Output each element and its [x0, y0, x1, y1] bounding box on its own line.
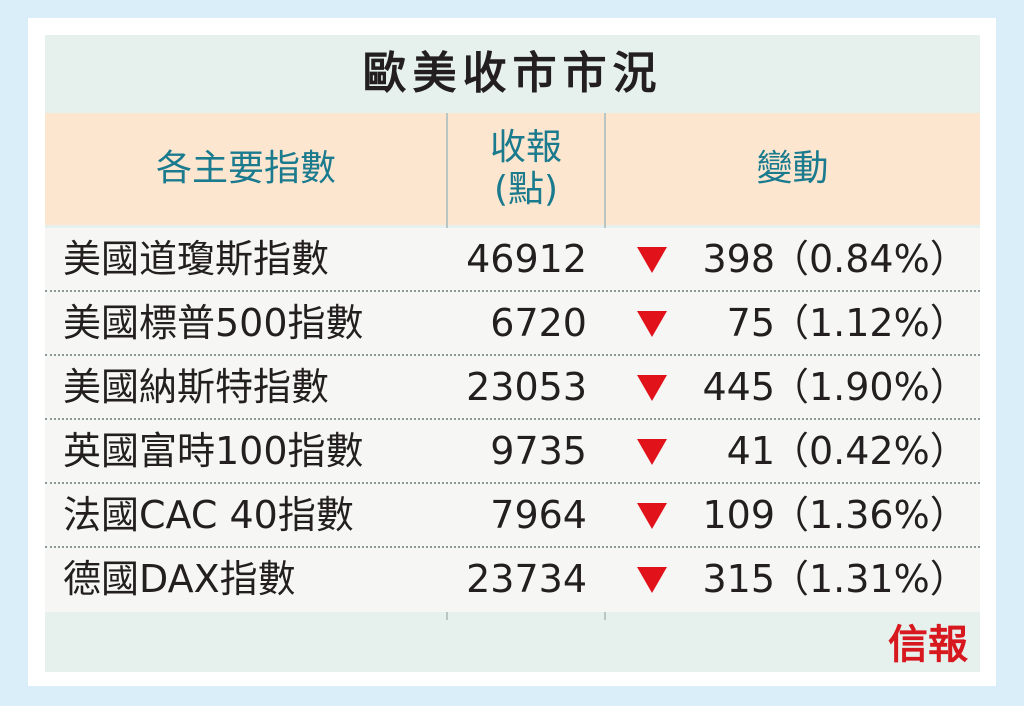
- table-row: 德國DAX指數 23734 315 （1.31%）: [45, 548, 980, 612]
- change-pct: （1.36%）: [771, 493, 968, 537]
- down-arrow: [637, 247, 667, 273]
- index-name: 美國道瓊斯指數: [63, 237, 330, 281]
- down-arrow: [637, 375, 667, 401]
- header-row: 各主要指數 收報 (點) 變動: [45, 113, 980, 225]
- down-triangle: [637, 375, 667, 401]
- title: 歐美收市市況: [362, 48, 663, 99]
- table-row: 法國CAC 40指數 7964 109 （1.36%）: [45, 484, 980, 548]
- close-value: 7964: [490, 493, 587, 537]
- index-name: 美國標普500指數: [63, 301, 364, 345]
- down-arrow: [637, 439, 667, 465]
- header-name: 各主要指數: [155, 148, 336, 189]
- table-row: 英國富時100指數 9735 41 （0.42%）: [45, 420, 980, 484]
- change-pct: （0.42%）: [771, 429, 968, 473]
- header-close-line: (點): [493, 169, 559, 210]
- close-value: 9735: [490, 429, 587, 473]
- index-name: 法國CAC 40指數: [63, 493, 354, 537]
- change-pct: （0.84%）: [771, 237, 968, 281]
- index-name: 德國DAX指數: [63, 557, 296, 601]
- down-triangle: [637, 503, 667, 529]
- table-row: 美國標普500指數 6720 75 （1.12%）: [45, 292, 980, 356]
- change-value: 41: [726, 429, 775, 473]
- logo: 信報: [888, 621, 968, 668]
- row-separator: [45, 482, 980, 484]
- row-separator: [45, 546, 980, 548]
- down-arrow: [637, 311, 667, 337]
- change-value: 445: [702, 365, 775, 409]
- index-name: 美國納斯特指數: [63, 365, 330, 409]
- change-pct: （1.12%）: [771, 301, 968, 345]
- header-change: 變動: [756, 148, 829, 189]
- change-value: 398: [702, 237, 775, 281]
- table-panel: 歐美收市市況 各主要指數 收報 (點) 變動 美國道瓊斯指數 46912 398 （0…: [45, 35, 980, 672]
- header-close-line: 收報: [489, 127, 562, 168]
- header-close: 收報 (點): [447, 113, 605, 225]
- down-triangle: [637, 247, 667, 273]
- close-value: 23734: [466, 557, 587, 601]
- down-triangle: [637, 311, 667, 337]
- change-value: 315: [702, 557, 775, 601]
- close-value: 23053: [466, 365, 587, 409]
- index-name: 英國富時100指數: [63, 429, 364, 473]
- close-value: 6720: [490, 301, 587, 345]
- row-separator: [45, 418, 980, 420]
- change-value: 109: [702, 493, 775, 537]
- down-arrow: [637, 503, 667, 529]
- down-arrow: [637, 567, 667, 593]
- down-triangle: [637, 439, 667, 465]
- table-row: 美國納斯特指數 23053 445 （1.90%）: [45, 356, 980, 420]
- row-separator: [45, 354, 980, 356]
- row-separator: [45, 290, 980, 292]
- table-row: 美國道瓊斯指數 46912 398 （0.84%）: [45, 228, 980, 292]
- change-pct: （1.90%）: [771, 365, 968, 409]
- change-pct: （1.31%）: [771, 557, 968, 601]
- change-value: 75: [726, 301, 775, 345]
- down-triangle: [637, 567, 667, 593]
- close-value: 46912: [466, 237, 587, 281]
